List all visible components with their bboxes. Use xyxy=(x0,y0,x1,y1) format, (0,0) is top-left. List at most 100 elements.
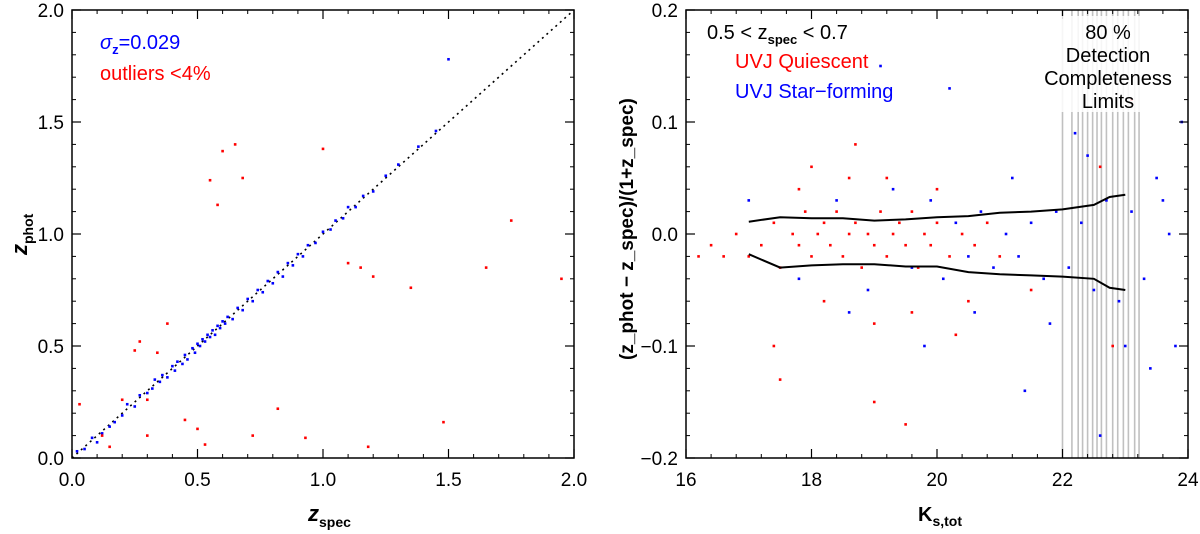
left-point-outliers xyxy=(233,143,237,146)
left-point-matched xyxy=(171,364,174,368)
right-point-uvj-star-forming xyxy=(1048,322,1052,325)
right-point-uvj-quiescent xyxy=(935,187,939,191)
left-point-outliers xyxy=(208,178,212,182)
left-point-outliers xyxy=(276,407,280,411)
right-x-tick-label: 18 xyxy=(801,470,822,491)
right-point-uvj-quiescent xyxy=(847,176,851,180)
right-point-uvj-star-forming xyxy=(1092,288,1096,292)
left-y-tick-label: 0.0 xyxy=(38,449,64,470)
left-point-matched xyxy=(133,405,137,408)
right-point-uvj-star-forming xyxy=(847,311,851,314)
left-point-matched xyxy=(241,308,244,312)
left-x-tick-label: 1.0 xyxy=(310,470,336,491)
left-point-matched xyxy=(218,326,222,330)
right-point-uvj-star-forming xyxy=(1067,266,1071,269)
right-point-uvj-quiescent xyxy=(760,243,763,247)
right-point-uvj-quiescent xyxy=(885,255,889,258)
left-point-outliers xyxy=(251,434,255,437)
right-point-uvj-star-forming xyxy=(1098,434,1102,437)
left-point-matched xyxy=(198,344,202,348)
right-point-uvj-star-forming xyxy=(1004,232,1008,236)
right-point-uvj-quiescent xyxy=(872,243,876,247)
right-point-uvj-quiescent xyxy=(722,255,725,258)
left-point-outliers xyxy=(442,420,445,424)
right-point-uvj-star-forming xyxy=(1073,131,1077,135)
envelope-upper-line xyxy=(748,193,1126,223)
completeness-percent: 80 % xyxy=(1085,22,1131,44)
left-point-matched xyxy=(306,243,310,247)
left-point-outliers xyxy=(166,322,169,325)
right-point-uvj-quiescent xyxy=(854,143,857,146)
redshift-range-end: < 0.7 xyxy=(797,22,848,44)
right-point-uvj-quiescent xyxy=(697,255,700,258)
completeness-label-bg xyxy=(1036,16,1180,112)
left-point-matched xyxy=(166,376,169,379)
left-point-outliers xyxy=(359,266,362,269)
redshift-range-subscript: spec xyxy=(768,32,798,47)
right-point-uvj-quiescent xyxy=(910,311,914,314)
left-point-outliers xyxy=(409,286,413,290)
left-x-axis-symbol: z xyxy=(307,501,319,526)
right-point-uvj-quiescent xyxy=(954,333,958,337)
redshift-range-start: 0.5 < z xyxy=(707,22,768,44)
right-point-uvj-quiescent xyxy=(910,210,914,213)
completeness-limits: Limits xyxy=(1082,91,1134,113)
left-y-tick-label: 1.0 xyxy=(38,225,64,246)
right-point-uvj-star-forming xyxy=(879,64,882,68)
right-point-uvj-star-forming xyxy=(866,288,870,292)
right-point-uvj-quiescent xyxy=(891,232,895,236)
right-point-uvj-quiescent xyxy=(835,210,838,213)
left-x-axis-title: zspec xyxy=(307,501,351,530)
right-point-uvj-quiescent xyxy=(967,299,970,303)
right-point-uvj-star-forming xyxy=(967,255,970,258)
right-point-uvj-star-forming xyxy=(923,344,926,348)
right-point-uvj-star-forming xyxy=(835,199,838,202)
right-point-uvj-star-forming xyxy=(929,199,933,202)
left-x-axis-subscript: spec xyxy=(319,514,351,530)
right-point-uvj-quiescent xyxy=(866,232,870,236)
left-point-matched xyxy=(151,387,154,390)
left-point-outliers xyxy=(241,176,244,180)
right-point-uvj-quiescent xyxy=(822,299,826,303)
left-point-matched xyxy=(176,360,179,363)
right-point-uvj-quiescent xyxy=(854,221,857,225)
right-point-uvj-quiescent xyxy=(816,232,820,236)
right-ticks: 16 18 20 22 24 −0.2 −0.1 0.0 0.1 0.2 xyxy=(640,1,1199,491)
left-point-matched xyxy=(95,441,99,444)
sigma-annotation: σz=0.029 xyxy=(100,32,180,57)
right-x-axis-subscript: s,tot xyxy=(932,513,962,529)
left-point-matched xyxy=(291,264,295,267)
left-point-matched xyxy=(276,270,280,274)
left-x-tick-label: 0.5 xyxy=(184,470,210,491)
left-point-matched xyxy=(146,391,149,395)
right-point-uvj-quiescent xyxy=(1098,165,1102,169)
right-point-uvj-star-forming xyxy=(992,266,995,269)
left-y-axis-symbol: z xyxy=(7,244,32,256)
right-point-uvj-quiescent xyxy=(709,243,713,247)
left-point-matched xyxy=(231,317,234,321)
left-point-matched xyxy=(434,129,438,133)
redshift-range-annotation: 0.5 < zspec < 0.7 xyxy=(707,22,848,47)
right-point-uvj-quiescent xyxy=(810,165,813,169)
right-point-uvj-star-forming xyxy=(1174,344,1177,348)
left-point-outliers xyxy=(321,147,325,151)
right-point-uvj-quiescent xyxy=(935,221,939,225)
right-point-uvj-quiescent xyxy=(898,221,901,225)
right-point-uvj-quiescent xyxy=(841,255,845,258)
right-point-uvj-star-forming xyxy=(1149,367,1152,370)
left-x-tick-label: 2.0 xyxy=(561,470,587,491)
right-point-uvj-quiescent xyxy=(872,322,876,325)
left-point-matched xyxy=(208,335,212,339)
left-point-matched xyxy=(261,290,265,294)
left-point-outliers xyxy=(560,277,563,281)
right-point-uvj-star-forming xyxy=(1011,176,1014,180)
right-point-uvj-quiescent xyxy=(803,210,807,213)
left-point-matched xyxy=(196,342,199,346)
right-point-uvj-quiescent xyxy=(734,232,738,236)
left-y-axis-title: zphot xyxy=(7,213,36,256)
left-point-outliers xyxy=(216,203,219,207)
right-point-uvj-quiescent xyxy=(797,187,801,191)
left-point-matched xyxy=(138,393,142,397)
right-point-uvj-star-forming xyxy=(797,277,801,281)
left-point-matched xyxy=(125,402,129,406)
